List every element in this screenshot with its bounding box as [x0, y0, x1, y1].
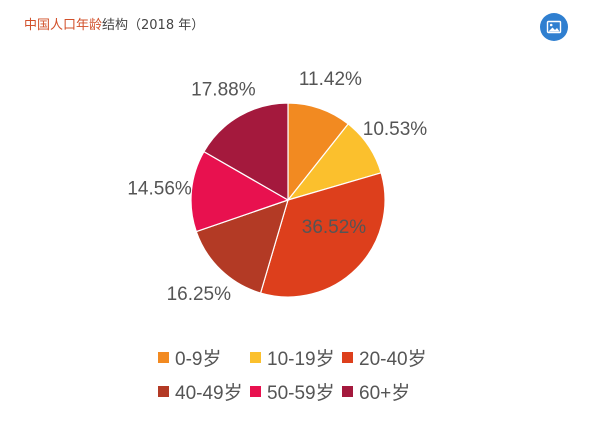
- legend-item-50-59[interactable]: 50-59岁: [250, 378, 342, 405]
- legend-swatch: [158, 385, 169, 397]
- legend-label: 60+岁: [359, 382, 411, 404]
- chart-title-accent: 中国人口年龄: [24, 18, 103, 33]
- legend-swatch: [342, 385, 353, 397]
- legend-label: 20-40岁: [359, 348, 427, 370]
- legend-row: 0-9岁 10-19岁 20-40岁: [158, 340, 458, 374]
- pie-value-label-20-40: 36.52%: [302, 217, 367, 238]
- legend-label: 40-49岁: [175, 382, 243, 404]
- pie-value-labels: 11.42% 10.53% 36.52% 16.25% 14.56% 17.88%: [127, 69, 427, 305]
- pie-value-label-50-59: 14.56%: [127, 179, 192, 200]
- legend-swatch: [342, 351, 353, 363]
- legend-label: 50-59岁: [267, 382, 335, 404]
- legend-swatch: [250, 385, 261, 397]
- legend-label: 0-9岁: [175, 348, 222, 370]
- pie-value-label-10-19: 10.53%: [363, 119, 428, 140]
- pie-value-label-0-9: 11.42%: [299, 69, 362, 90]
- image-view-button[interactable]: [540, 13, 568, 41]
- pie-slice-50-59[interactable]: [190, 150, 290, 233]
- image-icon: [546, 19, 562, 35]
- chart-title: 中国人口年龄结构（2018 年）: [24, 14, 204, 33]
- legend-item-60-plus[interactable]: 60+岁: [342, 378, 434, 405]
- pie-slice-60-plus[interactable]: [203, 102, 289, 202]
- pie-slices: [190, 102, 386, 298]
- chart-legend: 0-9岁 10-19岁 20-40岁 40-49岁 50-59岁 60+岁: [158, 340, 458, 408]
- legend-swatch: [250, 351, 261, 363]
- pie-slice-20-40[interactable]: [259, 172, 386, 298]
- legend-row: 40-49岁 50-59岁 60+岁: [158, 374, 458, 408]
- pie-slice-40-49[interactable]: [195, 199, 289, 294]
- legend-item-0-9[interactable]: 0-9岁: [158, 344, 250, 371]
- pie-value-label-40-49: 16.25%: [167, 284, 232, 305]
- chart-title-rest: 结构（2018 年）: [102, 18, 205, 33]
- legend-item-40-49[interactable]: 40-49岁: [158, 378, 250, 405]
- legend-item-10-19[interactable]: 10-19岁: [250, 344, 342, 371]
- pie-value-label-60-plus: 17.88%: [191, 79, 256, 100]
- legend-label: 10-19岁: [267, 348, 335, 370]
- legend-swatch: [158, 351, 169, 363]
- legend-item-20-40[interactable]: 20-40岁: [342, 344, 434, 371]
